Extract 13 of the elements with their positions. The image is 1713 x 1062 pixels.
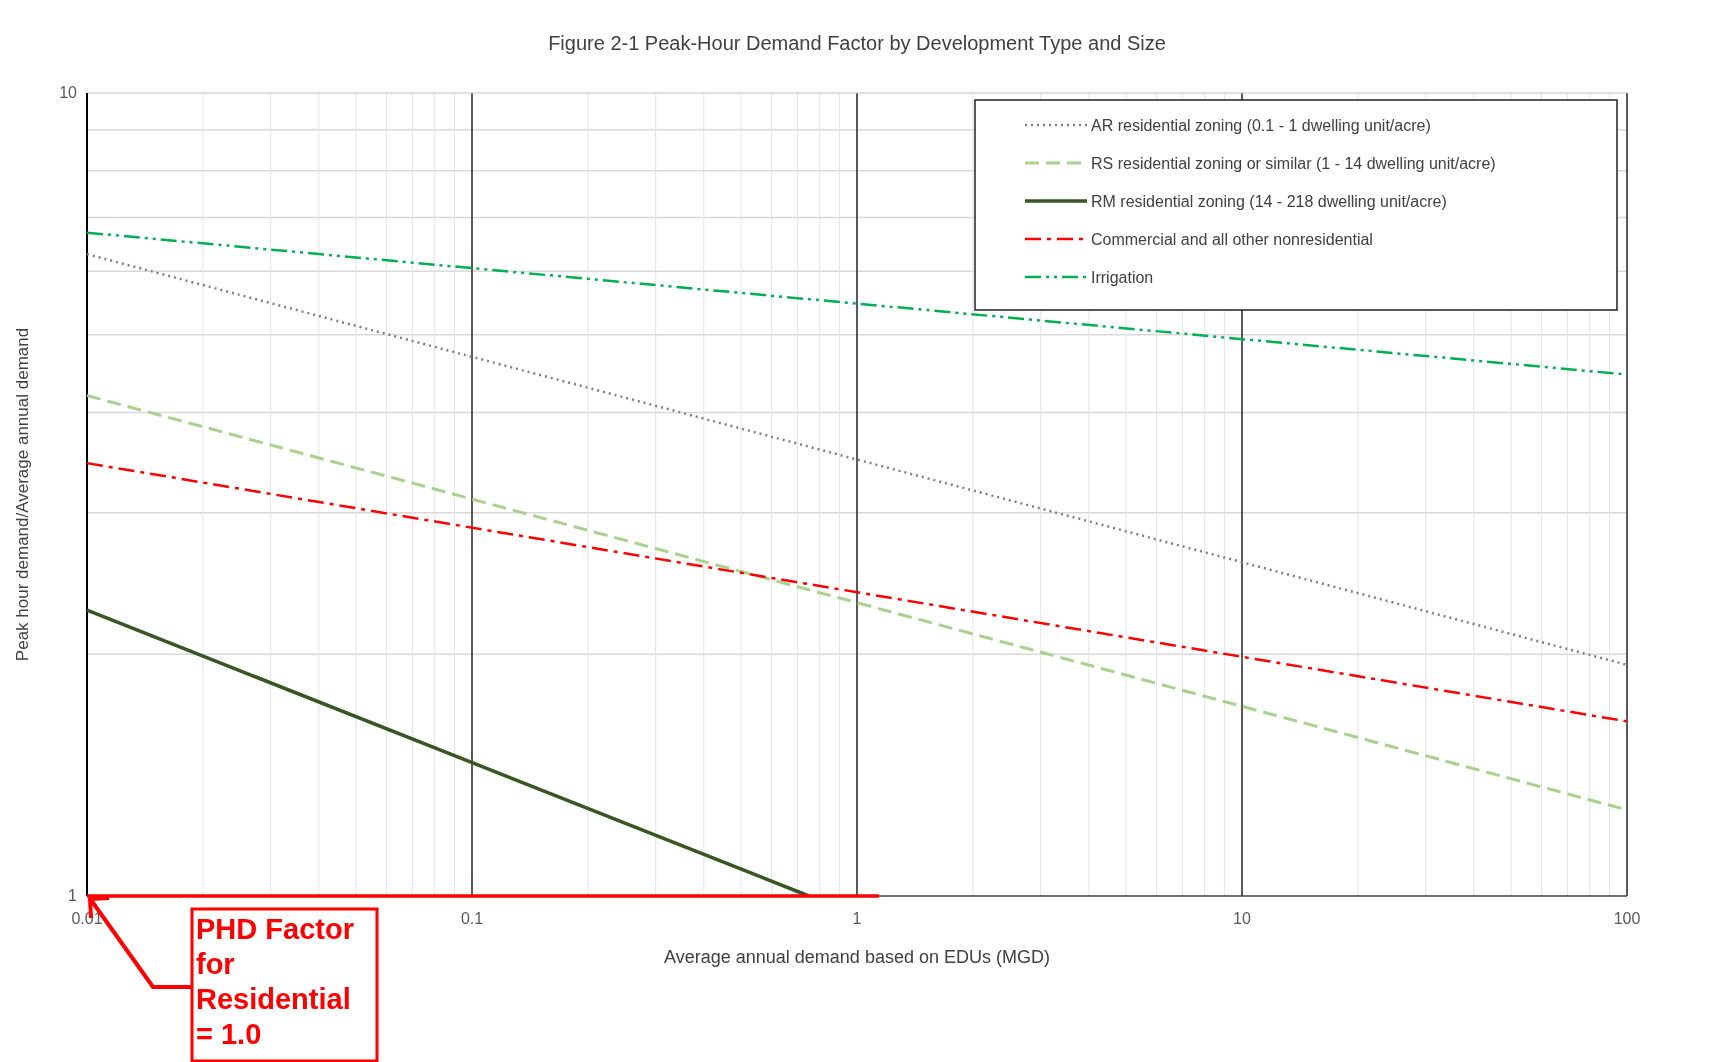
x-tick-label: 10 (1233, 910, 1251, 927)
y-axis-title: Peak hour demand/Average annual demand (13, 327, 32, 662)
x-tick-label: 1 (852, 910, 862, 927)
legend-label: RM residential zoning (14 - 218 dwelling unit/acre) (1091, 193, 1447, 210)
chart-title: Figure 2-1 Peak-Hour Demand Factor by Development Type and Size (548, 32, 1166, 54)
x-tick-label: 100 (1613, 910, 1641, 927)
legend-label: AR residential zoning (0.1 - 1 dwelling unit/acre) (1091, 117, 1431, 134)
legend-label: Irrigation (1091, 269, 1154, 286)
x-axis-title: Average annual demand based on EDUs (MGD) (664, 947, 1050, 967)
legend-label: Commercial and all other nonresidential (1091, 231, 1373, 248)
legend-label: RS residential zoning or similar (1 - 14 dwelling unit/acre) (1091, 155, 1496, 172)
x-tick-label: 0.1 (460, 910, 484, 927)
annotation: PHD Factor for Residential = 1.0 (196, 913, 354, 1050)
